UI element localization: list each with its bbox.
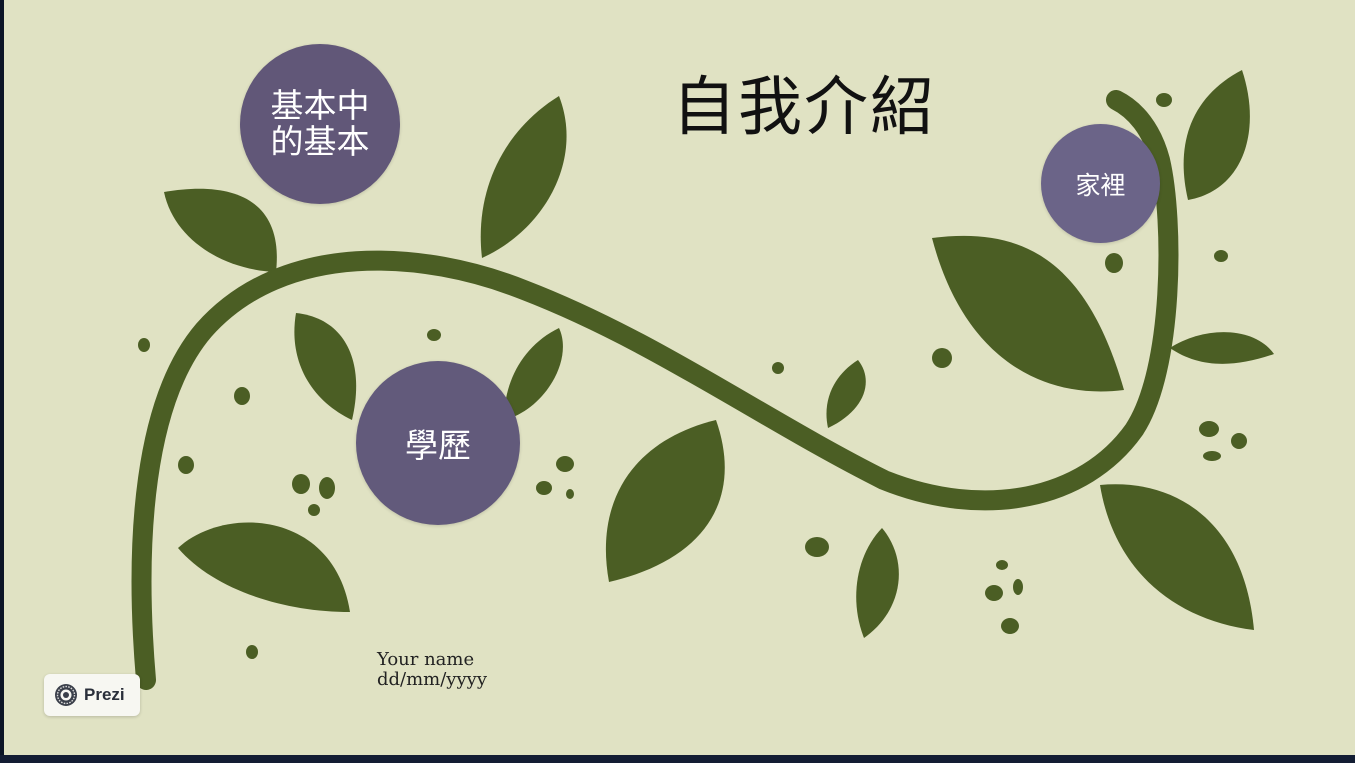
topic-basics-label: 基本中的基本 — [270, 86, 370, 161]
dot — [308, 504, 320, 516]
dot — [1199, 421, 1219, 437]
prezi-badge-button[interactable]: Prezi — [44, 674, 140, 716]
dot — [246, 645, 258, 659]
window-edge — [0, 0, 4, 755]
topic-education-label: 學歷 — [405, 426, 471, 465]
prezi-badge-label: Prezi — [84, 685, 125, 704]
dot — [996, 560, 1008, 570]
presentation-canvas[interactable]: 自我介紹 基本中的基本 學歷 家裡 Your name dd/mm/yyyy P… — [4, 0, 1355, 755]
leaf — [932, 235, 1124, 392]
dot — [1013, 579, 1023, 595]
dot — [138, 338, 150, 352]
author-block: Your name dd/mm/yyyy — [377, 650, 487, 690]
topic-basics-bubble[interactable]: 基本中的基本 — [240, 44, 400, 204]
dot — [1214, 250, 1228, 262]
leaf — [826, 360, 866, 428]
leaf — [504, 328, 563, 420]
vine-illustration — [131, 70, 1274, 690]
topic-family-label: 家裡 — [1075, 170, 1126, 200]
dot — [292, 474, 310, 494]
dot — [427, 329, 441, 341]
leaf — [1183, 70, 1250, 200]
dot — [1156, 93, 1172, 107]
author-date: dd/mm/yyyy — [377, 669, 487, 690]
page-title: 自我介紹 — [672, 71, 936, 145]
leaf — [164, 188, 277, 272]
dot — [536, 481, 552, 495]
bottom-bar — [0, 755, 1355, 763]
dot — [234, 387, 250, 405]
leaf — [480, 96, 567, 258]
leaf — [1100, 484, 1254, 630]
leaf — [1170, 332, 1274, 364]
dot — [556, 456, 574, 472]
dot — [985, 585, 1003, 601]
leaf — [605, 420, 725, 582]
dot — [772, 362, 784, 374]
topic-family-bubble[interactable]: 家裡 — [1041, 124, 1160, 243]
prezi-logo-icon — [55, 684, 77, 706]
dot — [319, 477, 335, 499]
dot — [1105, 253, 1123, 273]
dot — [932, 348, 952, 368]
leaf — [178, 522, 350, 612]
dot — [178, 456, 194, 474]
leaf — [294, 313, 357, 420]
dot — [1001, 618, 1019, 634]
author-name: Your name — [377, 649, 475, 670]
dot — [1203, 451, 1221, 461]
topic-education-bubble[interactable]: 學歷 — [356, 361, 520, 525]
dot — [805, 537, 829, 557]
dot — [1231, 433, 1247, 449]
leaf — [856, 528, 899, 638]
dot — [566, 489, 574, 499]
